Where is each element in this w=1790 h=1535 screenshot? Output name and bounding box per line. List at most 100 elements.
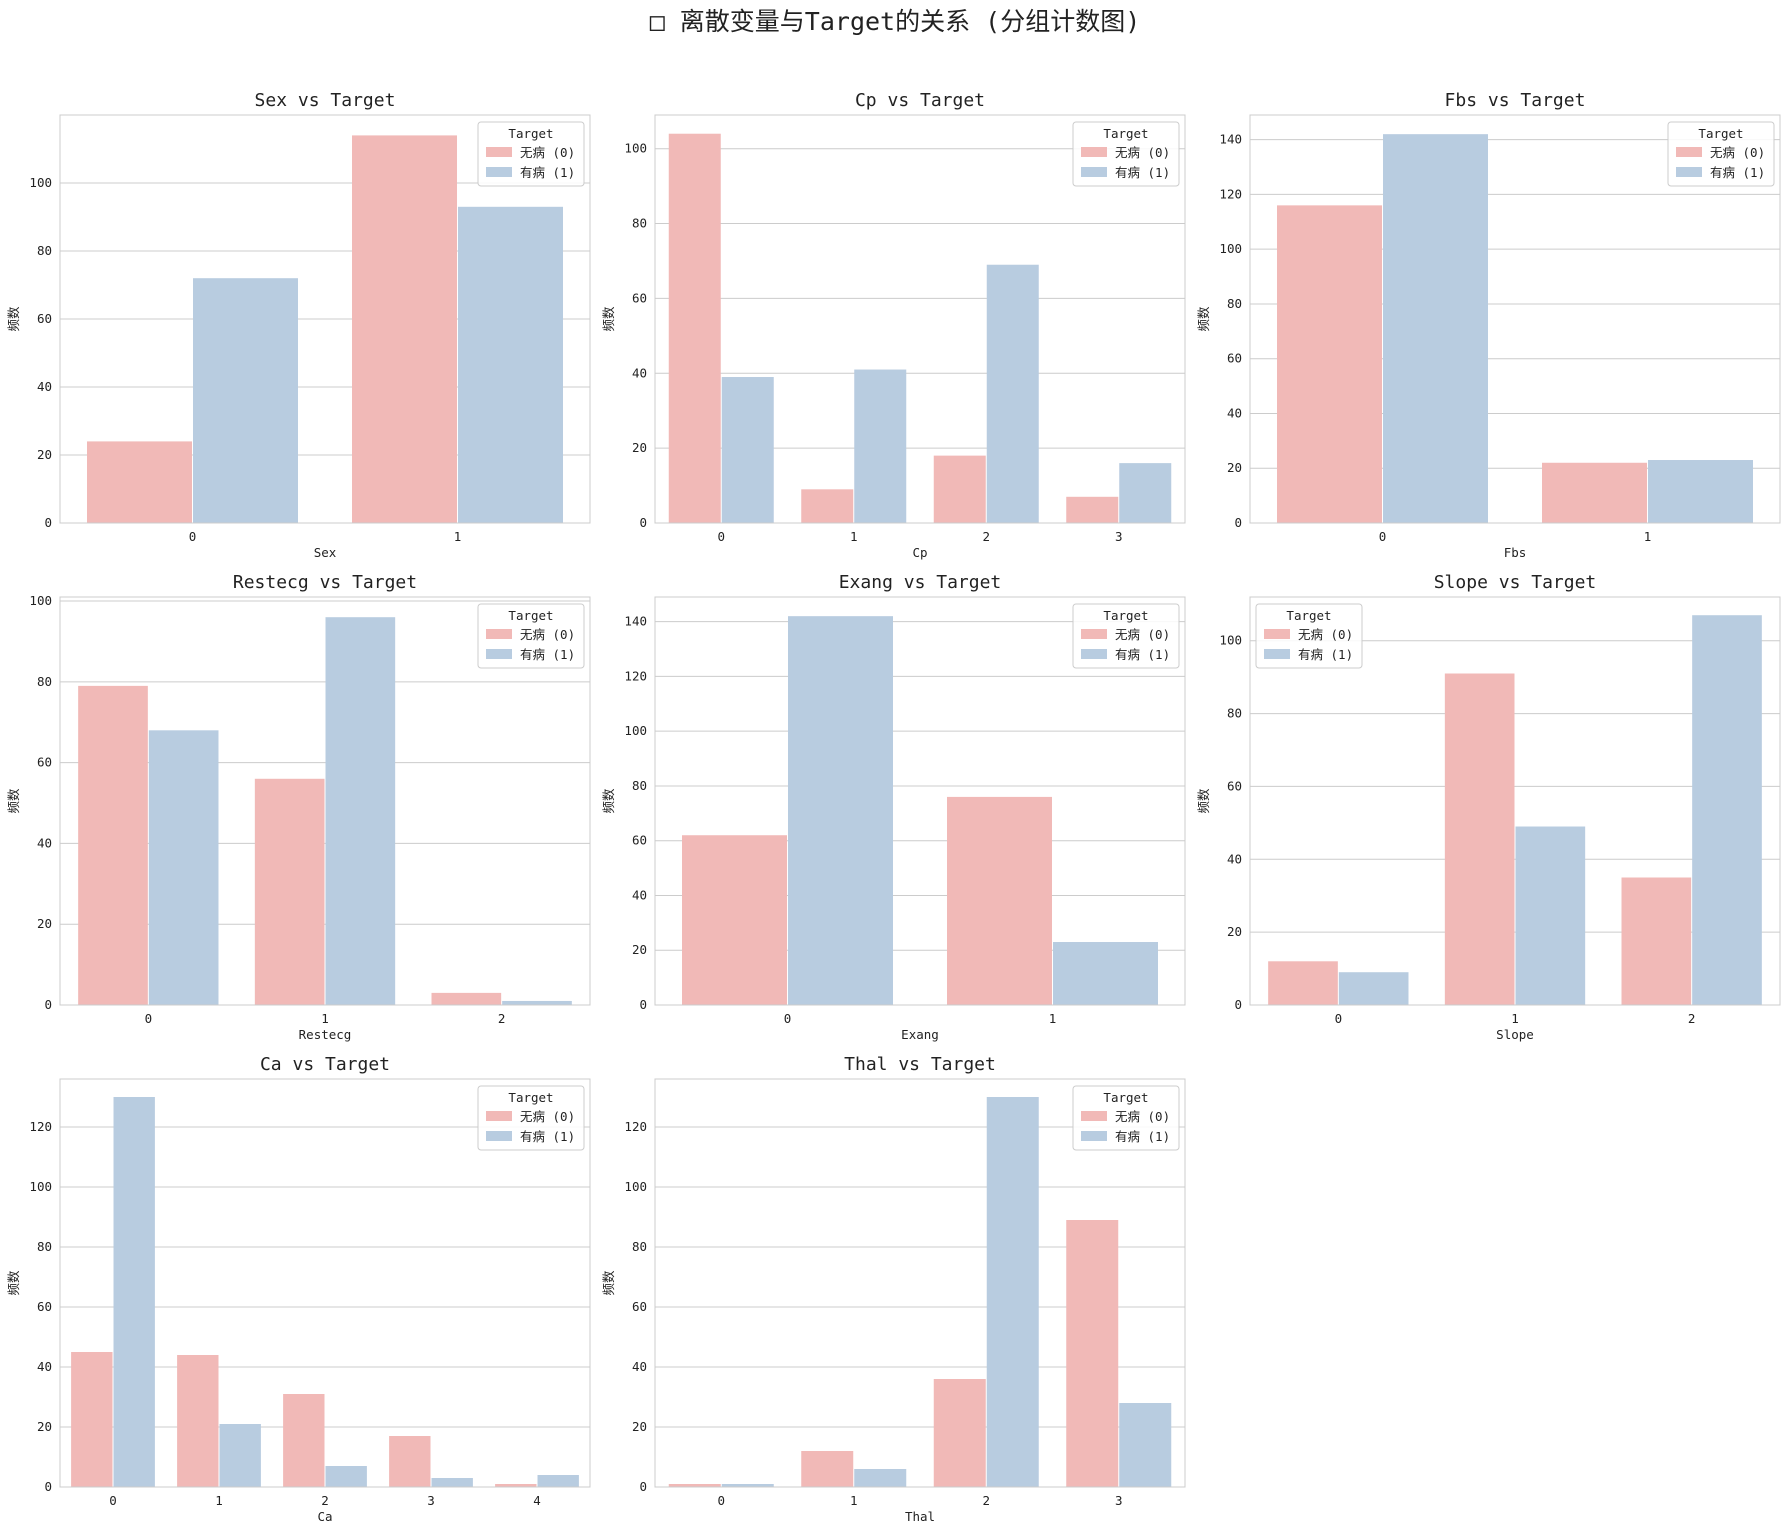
x-tick-label: 1 (1049, 1011, 1057, 1026)
bar-no-disease-2 (283, 1394, 325, 1487)
legend-title: Target (508, 1090, 553, 1105)
axes-frame (59, 1078, 591, 1488)
y-tick-label: 40 (37, 1359, 52, 1374)
bar-no-disease-0 (1268, 961, 1338, 1005)
x-axis-label: Ca (317, 1509, 332, 1524)
x-tick-label: 0 (1379, 529, 1387, 544)
subplot-1: 0 20 40 60 80 100 0 1 2 3 Cp vs Target Cp 频数 Target 无病… (601, 90, 1186, 560)
legend: Target 无病 (0) 有病 (1) (1072, 1085, 1180, 1151)
legend: Target 无病 (0) 有病 (1) (477, 1085, 585, 1151)
x-tick-label: 4 (533, 1493, 541, 1508)
x-tick-label: 1 (850, 1493, 858, 1508)
x-tick-label: 1 (321, 1011, 329, 1026)
x-axis-label: Slope (1496, 1027, 1534, 1042)
y-tick-label: 100 (1219, 633, 1242, 648)
x-tick-label: 1 (454, 529, 462, 544)
bar-disease-2 (986, 1097, 1039, 1487)
legend-entry: 有病 (1) (1710, 165, 1765, 180)
x-tick-label: 1 (1511, 1011, 1519, 1026)
legend-swatch (1081, 1111, 1107, 1121)
legend-entry: 无病 (0) (1115, 1109, 1170, 1124)
bar-disease-1 (458, 206, 563, 524)
x-axis-label: Restecg (299, 1027, 352, 1042)
subplot-3: 0 20 40 60 80 100 0 1 2 Restecg vs Target Restecg 频… (6, 572, 591, 1042)
y-tick-label: 80 (1227, 706, 1242, 721)
subplot-7: 0 20 40 60 80 100 120 0 1 2 3 Thal vs Target Thal 频数 T… (601, 1054, 1186, 1524)
bar-no-disease-4 (495, 1484, 537, 1487)
y-tick-label: 40 (37, 835, 52, 850)
legend-swatch (1264, 649, 1290, 659)
legend-swatch (486, 1131, 512, 1141)
legend-entry: 有病 (1) (1115, 165, 1170, 180)
bar-disease-1 (1648, 460, 1753, 523)
legend-swatch (1081, 147, 1107, 157)
legend-swatch (1676, 147, 1702, 157)
y-tick-label: 80 (1227, 296, 1242, 311)
y-tick-label: 0 (44, 1479, 52, 1494)
x-tick-label: 0 (189, 529, 197, 544)
legend-entry: 无病 (0) (1298, 627, 1353, 642)
legend-title: Target (1286, 608, 1331, 623)
y-tick-label: 20 (1227, 460, 1242, 475)
legend-title: Target (508, 126, 553, 141)
y-axis-label: 频数 (1196, 306, 1211, 332)
legend-title: Target (508, 608, 553, 623)
legend-swatch (1081, 1131, 1107, 1141)
legend-swatch (1676, 167, 1702, 177)
axes-frame (59, 114, 591, 524)
bar-no-disease-1 (947, 796, 1052, 1005)
y-tick-label: 80 (632, 1239, 647, 1254)
y-tick-label: 20 (632, 942, 647, 957)
legend-title: Target (1103, 608, 1148, 623)
x-axis-label: Cp (912, 545, 927, 560)
y-tick-label: 60 (37, 755, 52, 770)
y-tick-label: 40 (37, 379, 52, 394)
subplot-title: Ca vs Target (260, 1054, 390, 1075)
legend-swatch (486, 167, 512, 177)
bar-no-disease-2 (933, 455, 986, 523)
legend-entry: 有病 (1) (520, 1129, 575, 1144)
x-tick-label: 3 (1115, 529, 1123, 544)
legend-title: Target (1103, 126, 1148, 141)
legend: Target 无病 (0) 有病 (1) (1072, 603, 1180, 669)
y-tick-label: 0 (44, 515, 52, 530)
y-tick-label: 100 (624, 141, 647, 156)
legend-title: Target (1103, 1090, 1148, 1105)
y-tick-label: 40 (632, 1359, 647, 1374)
y-tick-label: 140 (624, 614, 647, 629)
y-tick-label: 140 (1219, 132, 1242, 147)
y-tick-label: 100 (29, 175, 52, 190)
x-axis-label: Exang (901, 1027, 939, 1042)
y-tick-label: 120 (624, 1119, 647, 1134)
legend: Target 无病 (0) 有病 (1) (1667, 121, 1775, 187)
x-tick-label: 1 (850, 529, 858, 544)
x-tick-label: 2 (321, 1493, 329, 1508)
bar-no-disease-1 (254, 778, 325, 1005)
y-tick-label: 0 (44, 997, 52, 1012)
bar-disease-0 (193, 278, 298, 523)
bar-disease-0 (113, 1097, 155, 1487)
legend: Target 无病 (0) 有病 (1) (1255, 603, 1363, 669)
x-tick-label: 0 (109, 1493, 117, 1508)
legend-title: Target (1698, 126, 1743, 141)
y-axis-label: 频数 (6, 1270, 21, 1296)
bar-no-disease-3 (1066, 1220, 1119, 1487)
x-tick-label: 3 (1115, 1493, 1123, 1508)
legend-swatch (1081, 629, 1107, 639)
subplot-title: Thal vs Target (844, 1054, 996, 1075)
bar-disease-2 (1692, 615, 1762, 1005)
bar-disease-0 (788, 616, 893, 1005)
axes-frame (1249, 114, 1781, 524)
bar-disease-2 (986, 264, 1039, 523)
subplot-title: Slope vs Target (1434, 572, 1597, 593)
x-axis-label: Sex (314, 545, 337, 560)
legend-swatch (486, 1111, 512, 1121)
y-axis-label: 频数 (601, 1270, 616, 1296)
y-tick-label: 20 (37, 447, 52, 462)
y-tick-label: 80 (632, 216, 647, 231)
legend-swatch (1081, 167, 1107, 177)
legend: Target 无病 (0) 有病 (1) (477, 603, 585, 669)
bar-no-disease-3 (1066, 496, 1119, 523)
y-tick-label: 20 (632, 440, 647, 455)
